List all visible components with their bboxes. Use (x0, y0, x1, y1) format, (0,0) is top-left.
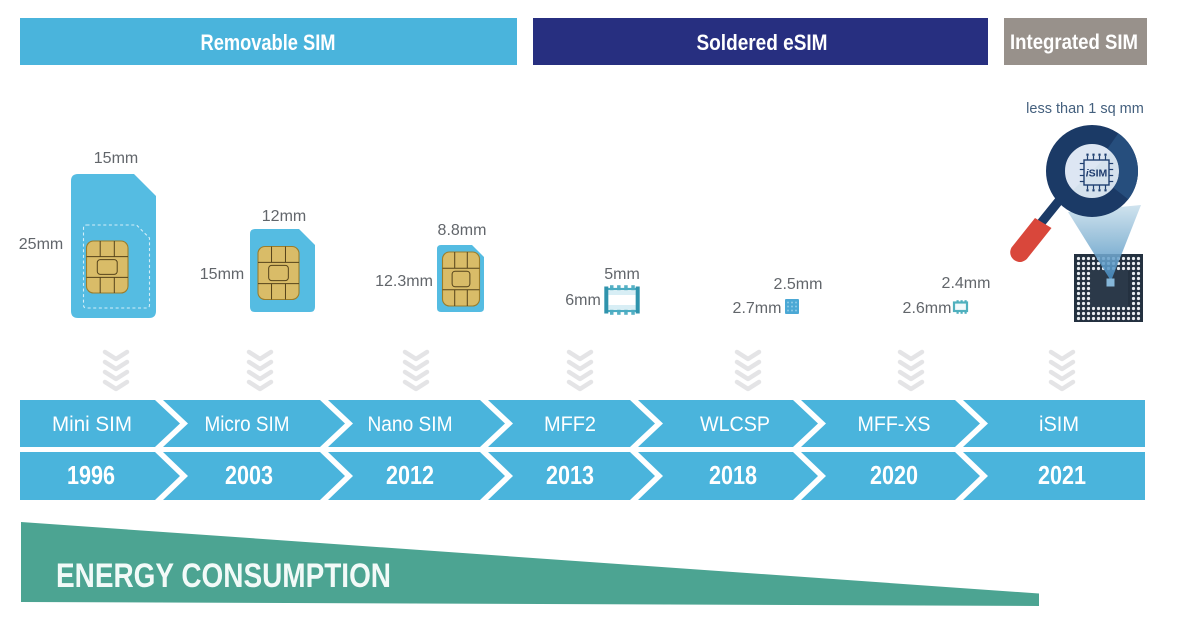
svg-text:Soldered eSIM: Soldered eSIM (697, 30, 828, 55)
svg-text:2013: 2013 (546, 460, 594, 490)
svg-text:MFF-XS: MFF-XS (858, 413, 931, 436)
svg-text:Mini SIM: Mini SIM (52, 413, 132, 436)
svg-text:1996: 1996 (67, 460, 115, 490)
svg-text:2012: 2012 (386, 460, 434, 490)
svg-text:15mm: 15mm (94, 150, 138, 167)
svg-text:12.3mm: 12.3mm (375, 273, 433, 290)
svg-text:6mm: 6mm (565, 292, 601, 309)
svg-text:MFF2: MFF2 (544, 413, 596, 436)
svg-text:2020: 2020 (870, 460, 918, 490)
svg-text:2.7mm: 2.7mm (733, 300, 782, 317)
svg-text:2021: 2021 (1038, 460, 1086, 490)
svg-text:25mm: 25mm (19, 236, 63, 253)
svg-text:2.4mm: 2.4mm (942, 275, 991, 292)
svg-text:Removable SIM: Removable SIM (201, 30, 336, 55)
svg-text:2.6mm: 2.6mm (903, 300, 952, 317)
svg-text:2018: 2018 (709, 460, 757, 490)
svg-text:15mm: 15mm (200, 266, 244, 283)
svg-text:Nano SIM: Nano SIM (368, 413, 453, 436)
svg-text:2.5mm: 2.5mm (774, 276, 823, 293)
svg-text:less than 1 sq mm: less than 1 sq mm (1026, 101, 1144, 117)
svg-text:iSIM: iSIM (1039, 413, 1079, 436)
svg-text:WLCSP: WLCSP (700, 413, 770, 436)
svg-text:iSIM: iSIM (1086, 168, 1108, 180)
svg-text:ENERGY CONSUMPTION: ENERGY CONSUMPTION (56, 557, 391, 595)
svg-text:Micro SIM: Micro SIM (205, 413, 290, 436)
svg-text:8.8mm: 8.8mm (438, 222, 487, 239)
svg-text:2003: 2003 (225, 460, 273, 490)
svg-text:Integrated SIM: Integrated SIM (1010, 31, 1138, 54)
svg-text:5mm: 5mm (604, 266, 640, 283)
svg-text:12mm: 12mm (262, 208, 306, 225)
